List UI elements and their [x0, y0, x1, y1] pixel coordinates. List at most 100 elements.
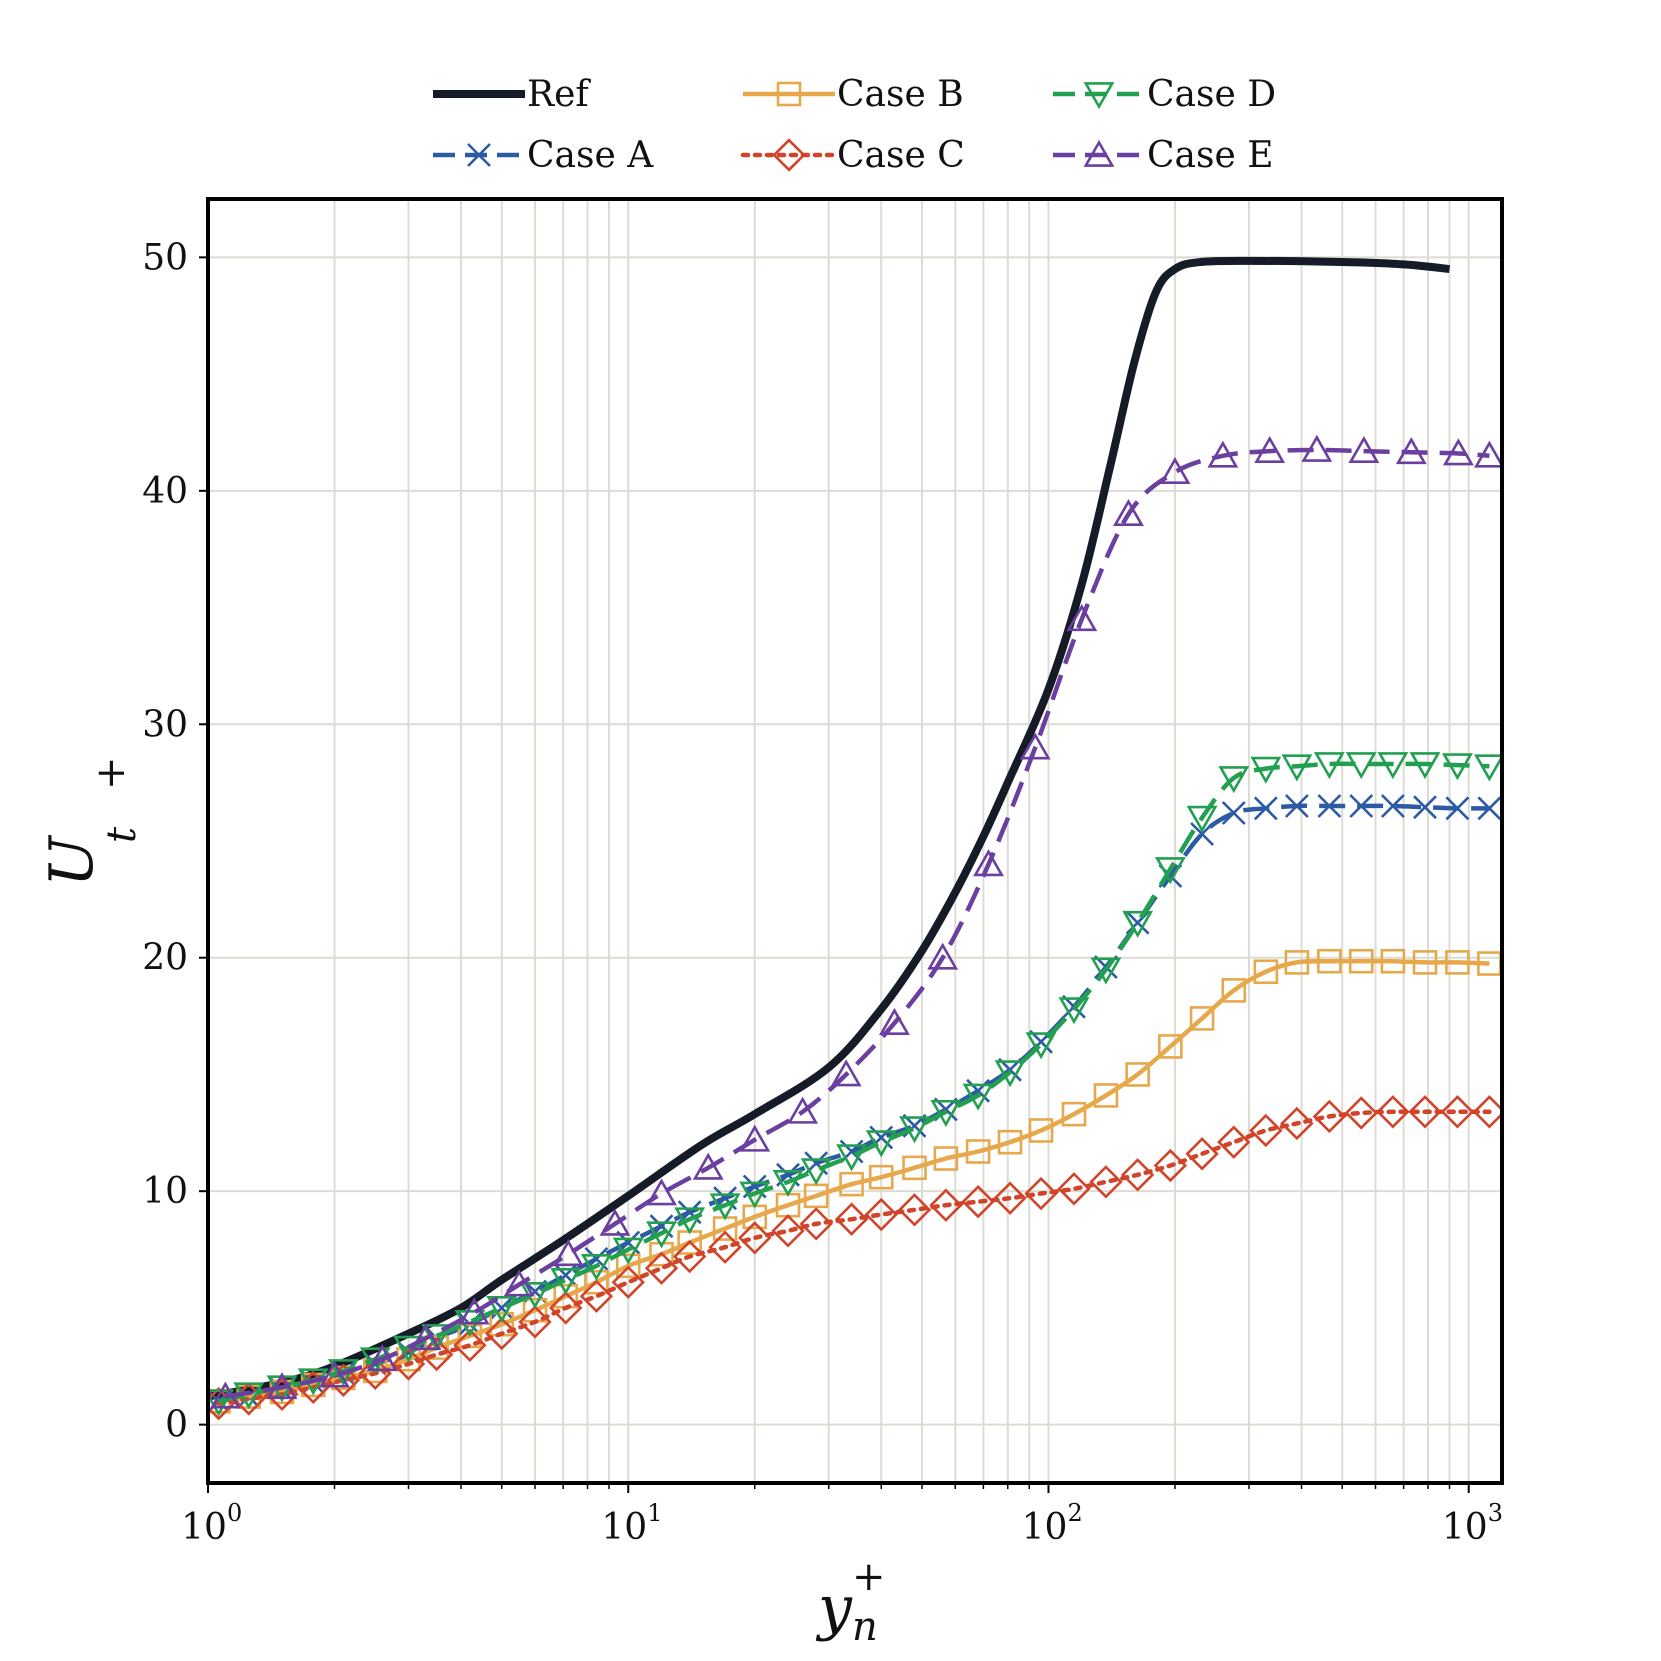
legend-entry-case-e: Case E — [1053, 135, 1274, 176]
data-point-case-e — [319, 1360, 350, 1388]
data-point-case-c — [993, 1181, 1027, 1215]
data-point-case-e — [646, 1178, 677, 1206]
data-point-case-e — [973, 849, 1004, 877]
legend-label: Case C — [837, 135, 965, 176]
legend-label: Ref — [527, 74, 591, 115]
data-point-case-d — [1218, 766, 1250, 794]
data-point-case-c — [1024, 1176, 1058, 1211]
data-point-case-b — [965, 1139, 991, 1164]
data-point-case-a — [839, 1139, 864, 1164]
data-point-case-d — [1441, 753, 1473, 781]
data-point-case-d — [674, 1207, 706, 1235]
data-point-case-d — [1090, 957, 1122, 985]
data-point-case-d — [709, 1193, 741, 1221]
data-point-case-e — [266, 1372, 298, 1400]
data-point-case-d — [1473, 754, 1502, 782]
data-point-case-e — [1254, 435, 1286, 463]
data-point-case-d — [1186, 805, 1218, 833]
y-axis-label-base: U — [37, 834, 107, 887]
series-line-case-b — [218, 958, 1490, 1404]
data-point-case-b — [997, 1129, 1023, 1155]
legend-entry-case-a: Case A — [433, 135, 654, 176]
x-tick-label-exp: 3 — [1488, 1499, 1503, 1527]
data-point-case-d — [1377, 752, 1409, 780]
data-point-case-a — [1253, 796, 1278, 821]
data-point-case-a — [1413, 795, 1437, 820]
x-axis-label-base: y — [815, 1573, 853, 1643]
data-point-case-c — [358, 1356, 392, 1390]
data-point-case-c — [1312, 1099, 1347, 1134]
data-point-case-b — [1221, 978, 1247, 1003]
data-point-case-e — [830, 1059, 862, 1087]
legend: Ref Case A Case B Case C Case D Case E — [433, 74, 1276, 176]
data-point-case-c — [864, 1197, 898, 1232]
data-point-case-b — [1093, 1083, 1119, 1108]
data-point-case-c — [929, 1188, 963, 1222]
data-point-case-c — [799, 1207, 833, 1241]
data-point-case-c — [1408, 1095, 1442, 1129]
x-axis-label-sup: + — [852, 1554, 886, 1600]
svg-text:U: U — [37, 834, 107, 887]
series-line-ref — [208, 256, 1450, 1401]
y-axis-label-sup: + — [88, 756, 134, 790]
legend-label: Case D — [1147, 74, 1276, 115]
data-point-case-b — [584, 1269, 609, 1295]
data-point-case-c — [611, 1265, 645, 1299]
data-point-case-b — [615, 1253, 641, 1279]
data-point-case-d — [1281, 754, 1313, 782]
x-tick-label: 10 1 — [601, 1499, 662, 1548]
legend-entry-case-b: Case B — [743, 74, 964, 115]
data-point-case-c — [453, 1328, 487, 1362]
data-point-case-c — [1440, 1095, 1475, 1129]
x-tick-label-base: 10 — [181, 1507, 227, 1548]
data-point-case-b — [1125, 1062, 1150, 1087]
data-point-case-e — [1348, 435, 1380, 463]
data-point-case-a — [1380, 794, 1405, 818]
data-point-case-d — [1409, 752, 1441, 780]
x-tick-label: 10 3 — [1442, 1499, 1503, 1548]
data-point-case-d — [486, 1296, 518, 1324]
data-point-case-d — [550, 1268, 582, 1296]
legend-marker — [1083, 82, 1115, 110]
data-point-case-d — [1313, 752, 1345, 780]
y-axis-label: U + t — [37, 756, 145, 887]
y-tick-label: 30 — [142, 704, 188, 745]
data-point-case-d — [1025, 1032, 1057, 1060]
data-point-case-e — [739, 1124, 771, 1152]
data-point-case-d — [739, 1181, 771, 1209]
data-point-case-e — [209, 1381, 241, 1409]
data-point-case-b — [1061, 1101, 1087, 1127]
data-point-case-d — [1122, 910, 1154, 938]
x-tick-label-exp: 1 — [647, 1499, 662, 1527]
data-point-case-a — [1284, 794, 1309, 818]
data-point-case-b — [1445, 950, 1470, 975]
x-tick-label-exp: 0 — [227, 1499, 242, 1527]
data-point-case-d — [1345, 752, 1377, 780]
data-point-case-d — [800, 1158, 832, 1186]
legend-label: Case A — [527, 135, 654, 176]
data-point-case-c — [549, 1291, 583, 1325]
y-axis-label-sub: t — [99, 826, 145, 843]
x-tick-label-base: 10 — [601, 1507, 647, 1548]
plot-frame — [206, 197, 1504, 1485]
data-point-case-b — [1158, 1034, 1183, 1059]
data-point-case-e — [1301, 434, 1333, 462]
data-point-case-e — [1207, 440, 1239, 468]
data-point-case-c — [834, 1202, 869, 1236]
grid-lines — [207, 199, 1502, 1483]
x-tick-label: 10 0 — [181, 1499, 242, 1548]
data-point-case-e — [1066, 604, 1098, 632]
data-point-case-d — [580, 1254, 612, 1282]
data-point-case-e — [1473, 440, 1502, 468]
series-case-e — [209, 434, 1502, 1409]
data-point-case-a — [1477, 796, 1502, 821]
data-point-case-c — [485, 1316, 519, 1351]
data-point-case-b — [1412, 950, 1438, 975]
data-point-case-b — [839, 1171, 864, 1197]
data-point-case-c — [1376, 1095, 1410, 1129]
x-axis-label: y + n — [815, 1554, 886, 1650]
data-point-case-c — [771, 1214, 805, 1248]
data-point-case-b — [868, 1164, 894, 1190]
legend-marker — [776, 81, 802, 107]
data-point-case-e — [458, 1297, 490, 1325]
